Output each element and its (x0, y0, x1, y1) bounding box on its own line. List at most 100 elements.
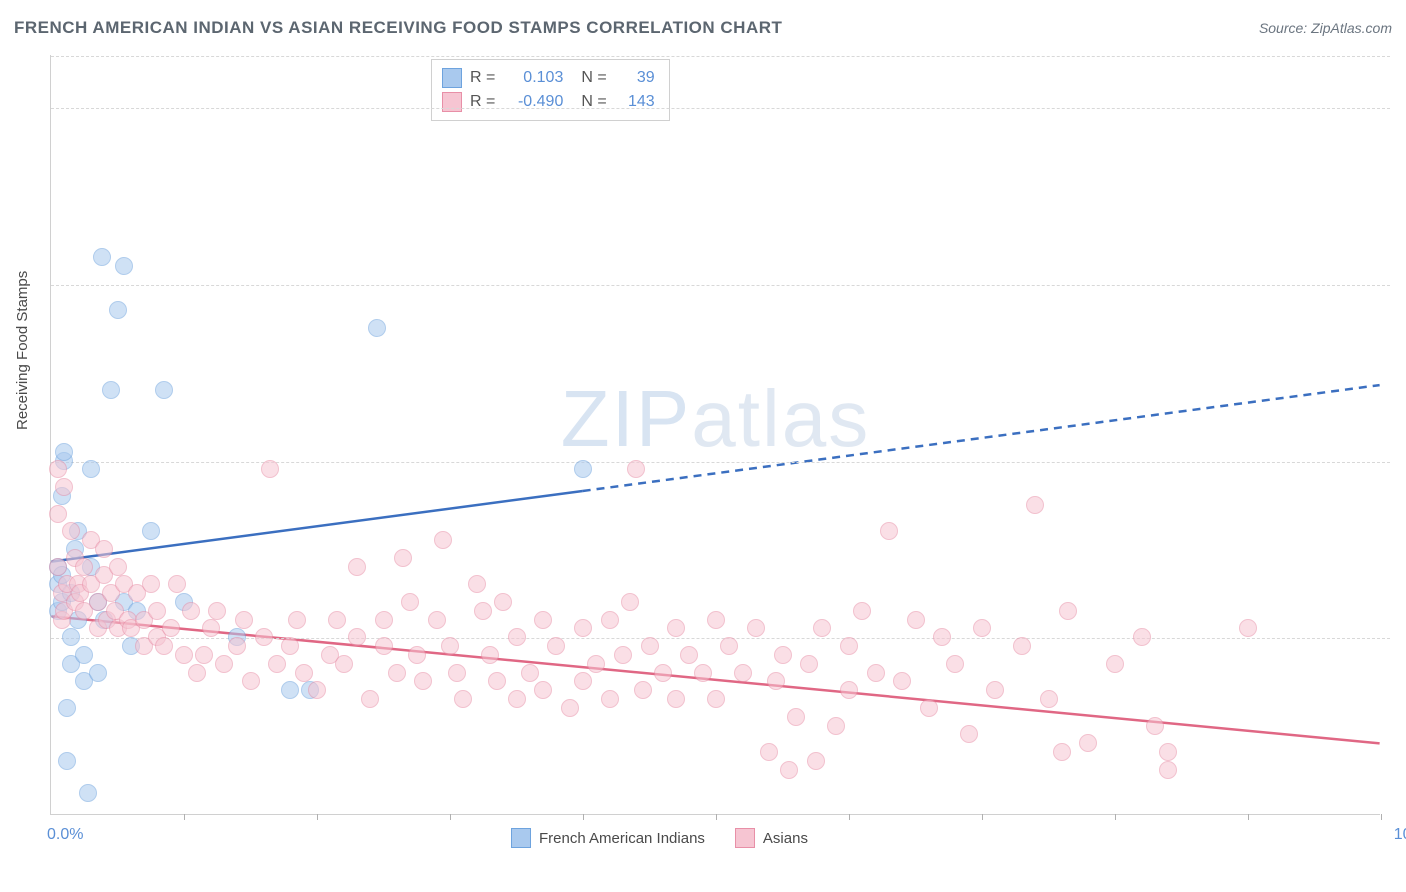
data-point (1079, 734, 1097, 752)
source-link[interactable]: ZipAtlas.com (1311, 20, 1392, 36)
data-point (348, 628, 366, 646)
data-point (188, 664, 206, 682)
legend-swatch (442, 68, 462, 88)
x-tick (982, 814, 983, 820)
data-point (408, 646, 426, 664)
data-point (75, 558, 93, 576)
x-tick (1115, 814, 1116, 820)
stat-r-value: -0.490 (503, 90, 563, 114)
data-point (946, 655, 964, 673)
data-point (800, 655, 818, 673)
data-point (434, 531, 452, 549)
data-point (261, 460, 279, 478)
x-tick (1381, 814, 1382, 820)
data-point (1159, 743, 1177, 761)
data-point (787, 708, 805, 726)
data-point (880, 522, 898, 540)
data-point (62, 628, 80, 646)
stat-r-value: 0.103 (503, 66, 563, 90)
data-point (1040, 690, 1058, 708)
data-point (774, 646, 792, 664)
source-attribution: Source: ZipAtlas.com (1259, 20, 1392, 36)
stats-legend-row: R =0.103N =39 (442, 66, 655, 90)
grid-line (51, 56, 1390, 57)
data-point (508, 628, 526, 646)
data-point (79, 784, 97, 802)
data-point (49, 558, 67, 576)
data-point (534, 681, 552, 699)
data-point (182, 602, 200, 620)
data-point (375, 637, 393, 655)
data-point (448, 664, 466, 682)
data-point (667, 690, 685, 708)
data-point (441, 637, 459, 655)
stat-n-value: 143 (615, 90, 655, 114)
data-point (49, 460, 67, 478)
x-tick (1248, 814, 1249, 820)
grid-line (51, 462, 1390, 463)
series-legend-item: Asians (735, 828, 808, 848)
data-point (55, 443, 73, 461)
data-point (707, 611, 725, 629)
stats-legend: R =0.103N =39R =-0.490N =143 (431, 59, 670, 121)
x-axis-min-label: 0.0% (47, 826, 83, 844)
data-point (394, 549, 412, 567)
data-point (614, 646, 632, 664)
series-legend-item: French American Indians (511, 828, 705, 848)
data-point (840, 637, 858, 655)
data-point (973, 619, 991, 637)
data-point (853, 602, 871, 620)
x-tick (716, 814, 717, 820)
data-point (601, 611, 619, 629)
data-point (454, 690, 472, 708)
data-point (827, 717, 845, 735)
data-point (58, 699, 76, 717)
data-point (162, 619, 180, 637)
grid-line (51, 638, 1390, 639)
data-point (574, 672, 592, 690)
data-point (82, 460, 100, 478)
data-point (155, 637, 173, 655)
legend-swatch (511, 828, 531, 848)
data-point (1059, 602, 1077, 620)
scatter-chart: ZIPatlas R =0.103N =39R =-0.490N =143 Fr… (50, 55, 1380, 815)
watermark-bold: ZIP (561, 374, 691, 463)
data-point (95, 540, 113, 558)
data-point (62, 522, 80, 540)
data-point (242, 672, 260, 690)
data-point (867, 664, 885, 682)
data-point (1239, 619, 1257, 637)
data-point (720, 637, 738, 655)
series-name: French American Indians (539, 830, 705, 847)
data-point (707, 690, 725, 708)
data-point (142, 575, 160, 593)
data-point (547, 637, 565, 655)
data-point (348, 558, 366, 576)
stat-r-label: R = (470, 66, 495, 90)
data-point (920, 699, 938, 717)
data-point (641, 637, 659, 655)
data-point (574, 460, 592, 478)
trend-line-dashed (583, 385, 1380, 491)
y-axis-title: Receiving Food Stamps (14, 271, 31, 430)
data-point (1146, 717, 1164, 735)
data-point (1026, 496, 1044, 514)
x-tick (184, 814, 185, 820)
stats-legend-row: R = -0.490 N = 143 (442, 90, 655, 114)
watermark-light: atlas (691, 374, 870, 463)
data-point (195, 646, 213, 664)
trend-line-solid (51, 491, 582, 562)
data-point (1133, 628, 1151, 646)
data-point (49, 505, 67, 523)
data-point (168, 575, 186, 593)
data-point (268, 655, 286, 673)
stat-r-label: R = (470, 90, 495, 114)
data-point (288, 611, 306, 629)
data-point (587, 655, 605, 673)
stat-n-label: N = (581, 90, 606, 114)
data-point (893, 672, 911, 690)
data-point (414, 672, 432, 690)
data-point (361, 690, 379, 708)
data-point (960, 725, 978, 743)
x-tick (849, 814, 850, 820)
